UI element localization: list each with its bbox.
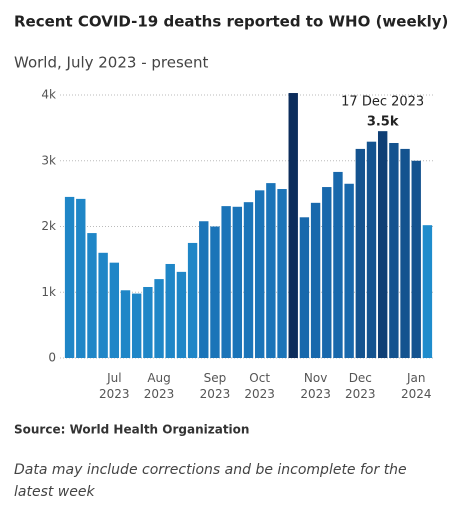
bar [64,196,75,358]
x-tick-label: Aug 2023 [144,371,175,401]
bar [400,148,410,358]
bar [355,148,366,358]
y-tick-label: 3k [41,153,56,167]
bar [422,225,433,358]
bar [288,93,298,358]
x-tick-label: Oct 2023 [244,371,275,401]
x-tick-label: Nov 2023 [300,371,331,401]
bar [266,183,276,358]
bar [299,217,310,358]
y-tick-label: 0 [48,351,56,365]
bar [243,202,254,358]
chart-title: Recent COVID-19 deaths reported to WHO (… [14,13,448,31]
bar [120,290,131,358]
bar [87,233,97,358]
bar [76,198,86,358]
bar [143,286,153,358]
bar [187,242,198,358]
note: Data may include corrections and be inco… [14,462,411,500]
chart-subtitle: World, July 2023 - present [14,54,209,72]
bar [221,206,231,358]
y-tick-label: 2k [41,219,56,233]
bar [377,131,388,358]
bar [411,160,421,358]
bar [322,187,332,358]
bar [109,262,120,358]
x-tick-label: Jul 2023 [99,371,130,401]
bar [333,171,343,358]
bar [210,226,220,358]
bar [277,189,287,358]
bar [199,221,209,358]
bar [154,279,164,358]
bar [176,271,187,358]
bar [344,183,354,358]
value-label: 3.5k [367,115,399,130]
bar [366,141,377,358]
source: Source: World Health Organization [14,423,249,437]
bar [131,293,142,358]
x-tick-label: Sep 2023 [200,371,231,401]
bar [232,206,243,358]
bar [165,263,175,358]
y-tick-label: 4k [41,88,56,102]
y-tick-label: 1k [41,285,56,299]
x-tick-label: Jan 2024 [401,371,432,401]
bar [389,142,399,358]
bar [98,252,108,358]
bar [254,190,265,358]
x-tick-label: Dec 2023 [345,371,376,401]
bar [310,202,321,358]
annotation: 17 Dec 2023 [341,95,424,110]
